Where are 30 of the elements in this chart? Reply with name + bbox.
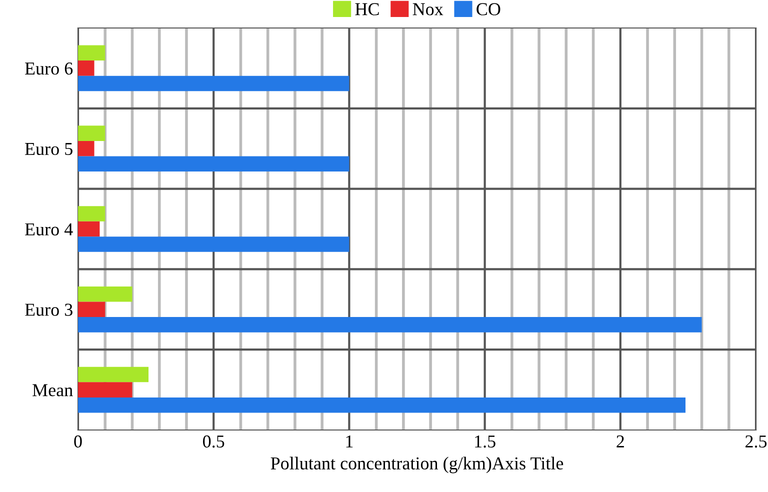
bar [78,206,106,222]
x-tick-label: 0 [74,435,82,448]
legend-label: Nox [412,3,444,16]
bar [78,45,106,61]
legend-label: HC [355,3,379,16]
bar [78,302,106,318]
x-tick-label: 2.5 [746,435,767,448]
bar [78,397,686,413]
x-tick-label: 2 [616,435,624,448]
x-tick-label: 1.5 [475,435,496,448]
y-tick-label: Euro 5 [25,143,72,156]
x-axis-title: Pollutant concentration (g/km)Axis Title [270,456,564,474]
bar [78,156,350,172]
bar [78,317,702,332]
y-tick-label: Mean [32,384,73,396]
bar [78,76,350,92]
bar [78,126,106,141]
bar [78,60,94,76]
bar [78,286,132,302]
bar [78,366,149,382]
x-tick-label: 0.5 [203,435,224,448]
y-tick-label: Euro 4 [25,223,73,236]
legend-label: CO [476,3,500,16]
y-tick-label: Euro 3 [25,304,72,316]
bar [78,221,100,237]
y-tick-label: Euro 6 [25,62,73,75]
bar [78,140,94,156]
bar [78,382,132,398]
x-tick-label: 1 [346,435,353,448]
bar [78,236,350,252]
